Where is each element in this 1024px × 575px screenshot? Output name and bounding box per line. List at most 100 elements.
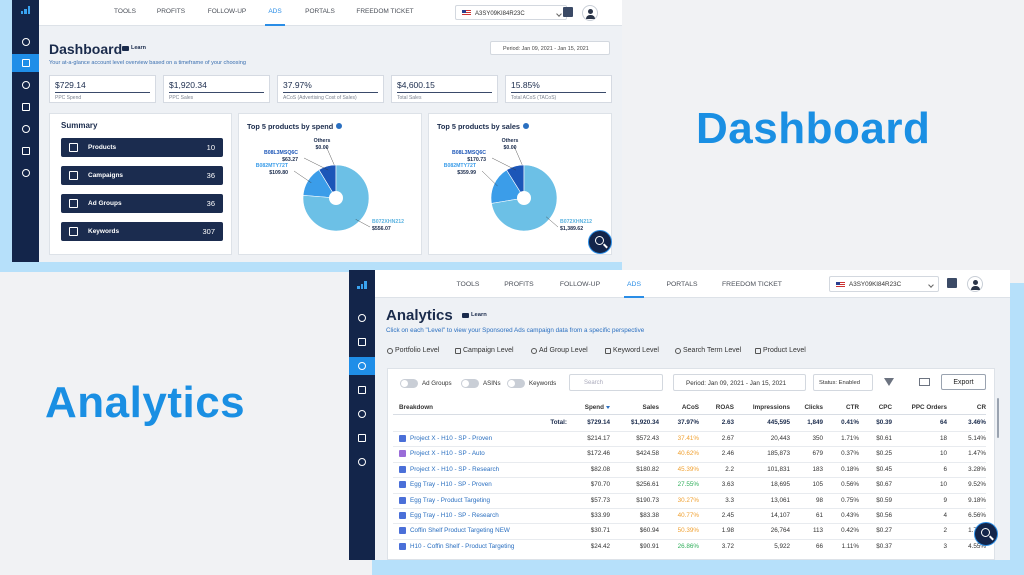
campaign-link[interactable]: Egg Tray - H10 - SP - Research: [410, 512, 499, 519]
column-header[interactable]: CTR: [846, 404, 859, 411]
column-header[interactable]: ACoS: [681, 404, 699, 411]
slice-label: B082MTY72T: [443, 163, 476, 169]
column-header[interactable]: Impressions: [752, 404, 790, 411]
summary-count: 307: [202, 227, 215, 236]
summary-icon: [69, 227, 78, 236]
sidebar-icon[interactable]: [358, 386, 366, 394]
summary-label: Keywords: [88, 228, 120, 235]
search-placeholder: Search: [584, 380, 604, 386]
summary-label: Campaigns: [88, 172, 124, 179]
table-cell: 6.56%: [968, 512, 986, 519]
table-cell: 1.47%: [968, 450, 986, 458]
campaign-link[interactable]: Project X - H10 - SP - Auto: [410, 450, 485, 458]
summary-button[interactable]: Products 10: [61, 138, 223, 157]
slice-label: B08L3MSQ6C: [263, 150, 298, 156]
nav-item[interactable]: PROFITS: [156, 8, 186, 15]
avatar[interactable]: [967, 276, 983, 292]
account-select[interactable]: A3SY09KI84R23C: [829, 276, 939, 292]
period-select[interactable]: Period: Jan 09, 2021 - Jan 15, 2021: [490, 41, 610, 55]
sidebar-icon[interactable]: [21, 169, 30, 177]
level-tab[interactable]: Ad Group Level: [539, 347, 588, 354]
column-header[interactable]: Clicks: [804, 404, 823, 411]
search-box[interactable]: Search: [569, 374, 663, 391]
sort-arrow: [606, 405, 610, 409]
table-cell: 27.55%: [677, 481, 699, 489]
level-tab[interactable]: Product Level: [763, 347, 806, 354]
column-header[interactable]: CPC: [878, 404, 892, 411]
column-header[interactable]: Spend: [585, 404, 610, 411]
tab-icon: [455, 348, 461, 354]
period-text: Period: Jan 09, 2021 - Jan 15, 2021: [686, 380, 787, 387]
nav-item[interactable]: PORTALS: [666, 281, 698, 288]
table-cell: 0.37%: [841, 450, 859, 458]
sidebar-icon[interactable]: [358, 410, 366, 418]
campaign-link[interactable]: Egg Tray - Product Targeting: [410, 496, 491, 504]
table-cell: 98: [815, 496, 823, 504]
kpi-label: ACoS (Advertising Cost of Sales): [283, 95, 357, 101]
summary-button[interactable]: Ad Groups 36: [61, 194, 223, 213]
nav-item[interactable]: TOOLS: [114, 8, 136, 15]
nav-item[interactable]: FREEDOM TICKET: [356, 8, 414, 15]
sidebar-icon[interactable]: [21, 125, 30, 133]
column-header[interactable]: CR: [976, 404, 986, 411]
pie-hole: [517, 191, 531, 205]
filter-icon[interactable]: [884, 378, 894, 386]
campaign-link[interactable]: Egg Tray - H10 - SP - Proven: [410, 481, 492, 489]
facebook-icon[interactable]: [947, 278, 957, 288]
column-header[interactable]: PPC Orders: [911, 404, 947, 411]
sidebar-icon[interactable]: [358, 314, 366, 322]
toggle[interactable]: [507, 379, 525, 388]
columns-icon[interactable]: [919, 378, 930, 386]
logo: [20, 6, 31, 14]
column-header[interactable]: Sales: [642, 404, 659, 411]
sidebar-icon[interactable]: [21, 103, 30, 111]
status-select[interactable]: Status: Enabled: [813, 374, 873, 391]
pie-chart: [293, 145, 371, 232]
nav-item[interactable]: ADS: [268, 8, 282, 15]
sidebar-icon[interactable]: [21, 81, 30, 89]
sidebar-icon[interactable]: [358, 434, 366, 442]
sidebar-icon[interactable]: [21, 38, 30, 46]
toggle[interactable]: [461, 379, 479, 388]
sidebar-icon[interactable]: [358, 338, 366, 346]
level-tab[interactable]: Keyword Level: [613, 347, 659, 354]
nav-item[interactable]: PROFITS: [504, 281, 534, 288]
toggle[interactable]: [400, 379, 418, 388]
campaign-link[interactable]: Project X - H10 - SP - Research: [410, 465, 500, 473]
nav-item[interactable]: ADS: [627, 281, 641, 288]
column-header[interactable]: ROAS: [715, 404, 734, 411]
help-search-button[interactable]: [974, 522, 998, 546]
column-header[interactable]: Breakdown: [399, 404, 433, 411]
learn-link[interactable]: Learn: [471, 312, 487, 318]
export-button[interactable]: Export: [941, 374, 986, 390]
avatar[interactable]: [582, 5, 598, 21]
help-search-button[interactable]: [588, 230, 612, 254]
account-select[interactable]: A3SY09KI84R23C: [455, 5, 567, 20]
level-tab[interactable]: Portfolio Level: [395, 347, 440, 354]
campaign-link[interactable]: Coffin Shelf Product Targeting NEW: [410, 527, 510, 535]
row-divider: [393, 431, 986, 432]
sidebar-icon[interactable]: [358, 362, 366, 370]
summary-button[interactable]: Keywords 307: [61, 222, 223, 241]
nav-item[interactable]: FREEDOM TICKET: [722, 281, 782, 288]
facebook-icon[interactable]: [563, 7, 573, 17]
sidebar-icon[interactable]: [358, 458, 366, 466]
learn-link[interactable]: Learn: [131, 45, 146, 51]
period-select[interactable]: Period: Jan 09, 2021 - Jan 15, 2021: [673, 374, 806, 391]
nav-item[interactable]: FOLLOW-UP: [207, 8, 247, 15]
info-icon: [523, 122, 529, 129]
summary-button[interactable]: Campaigns 36: [61, 166, 223, 185]
level-tab[interactable]: Search Term Level: [683, 347, 742, 354]
summary-label: Products: [88, 144, 117, 151]
table-cell: $0.56: [876, 512, 892, 519]
nav-item[interactable]: PORTALS: [305, 8, 335, 15]
campaign-link[interactable]: H10 - Coffin Shelf - Product Targeting: [410, 542, 515, 550]
campaign-link[interactable]: Project X - H10 - SP - Proven: [410, 435, 493, 442]
sidebar-icon[interactable]: [21, 59, 30, 67]
sidebar-icon[interactable]: [21, 147, 30, 155]
nav-item[interactable]: TOOLS: [456, 281, 480, 288]
nav-item[interactable]: FOLLOW-UP: [559, 281, 601, 288]
table-cell: 105: [812, 481, 823, 489]
level-tab[interactable]: Campaign Level: [463, 347, 514, 354]
table-cell: $82.08: [590, 465, 610, 473]
